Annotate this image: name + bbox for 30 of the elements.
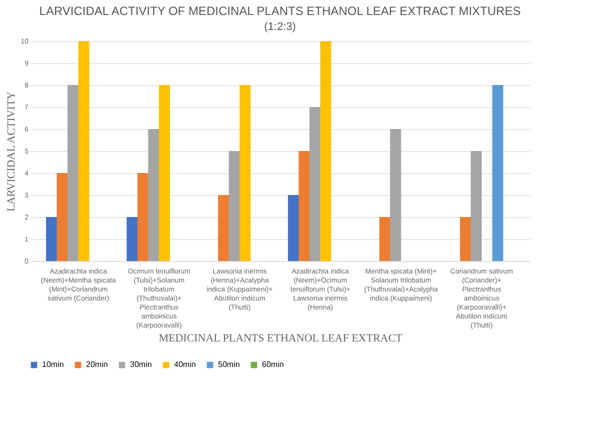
bar [78, 41, 90, 261]
legend-label: 10min [42, 360, 64, 369]
bar [492, 85, 504, 261]
x-axis-title: MEDICINAL PLANTS ETHANOL LEAF EXTRACT [158, 332, 403, 344]
bar [460, 217, 471, 261]
bar [68, 85, 79, 261]
legend-label: 50min [218, 360, 240, 369]
bar [298, 151, 310, 261]
chart-title: LARVICIDAL ACTIVITY OF MEDICINAL PLANTS ETHANOL LEAF EXTRACT MIXTURES [39, 4, 521, 18]
bar [309, 107, 320, 261]
bar [288, 195, 299, 261]
bar [137, 173, 148, 261]
bar [218, 195, 230, 261]
bar [379, 217, 390, 261]
bar [470, 151, 482, 261]
legend-label: 40min [174, 360, 196, 369]
bar [158, 85, 170, 261]
legend-label: 60min [262, 360, 284, 369]
bar [240, 85, 251, 261]
y-axis-title: LARVICIDAL ACTIVITY [6, 91, 18, 212]
legend-label: 20min [86, 360, 108, 369]
legend-label: 30min [130, 360, 152, 369]
bar [320, 41, 332, 261]
bar [148, 129, 160, 261]
bar [228, 151, 240, 261]
bar [390, 129, 402, 261]
bar [46, 217, 58, 261]
chart-subtitle: (1:2:3) [264, 21, 296, 33]
bar [126, 217, 138, 261]
bar [56, 173, 68, 261]
